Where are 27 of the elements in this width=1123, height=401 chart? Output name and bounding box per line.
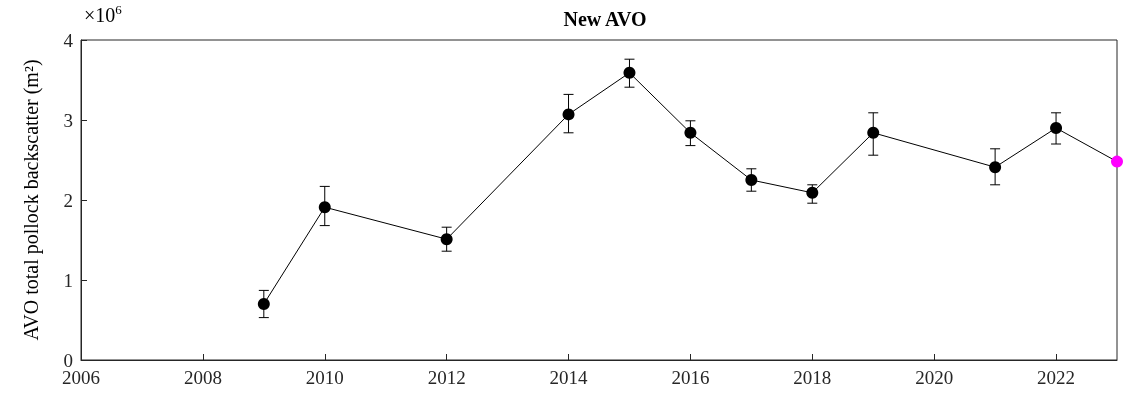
y-tick-label: 3 xyxy=(63,109,73,131)
chart-title: New AVO xyxy=(563,8,647,30)
point xyxy=(806,186,819,199)
point xyxy=(989,161,1002,174)
text: ×10$^{6}$ xyxy=(84,2,122,27)
x-tick-label: 2014 xyxy=(549,367,589,388)
x-tick-label: 2010 xyxy=(305,367,344,388)
point xyxy=(1050,122,1063,134)
y-tick-label: 2 xyxy=(63,189,73,211)
point xyxy=(745,174,758,186)
y-axis-title: AVO total pollock backscatter (m²) xyxy=(20,59,43,341)
point xyxy=(562,108,575,121)
point xyxy=(257,298,270,310)
y-tick-label: 4 xyxy=(63,29,74,51)
point xyxy=(1111,155,1123,168)
x-tick-label: 2018 xyxy=(793,367,832,388)
x-tick-label: 2012 xyxy=(427,367,466,388)
point xyxy=(867,126,880,139)
point xyxy=(440,233,453,246)
x-tick-label: 2020 xyxy=(915,367,954,388)
point xyxy=(318,201,331,214)
x-tick-label: 2022 xyxy=(1037,367,1076,388)
x-tick-label: 2016 xyxy=(671,367,710,388)
y-tick-label: 1 xyxy=(63,269,73,291)
x-tick-label: 2008 xyxy=(183,367,222,388)
point xyxy=(684,126,697,139)
point xyxy=(623,66,636,79)
